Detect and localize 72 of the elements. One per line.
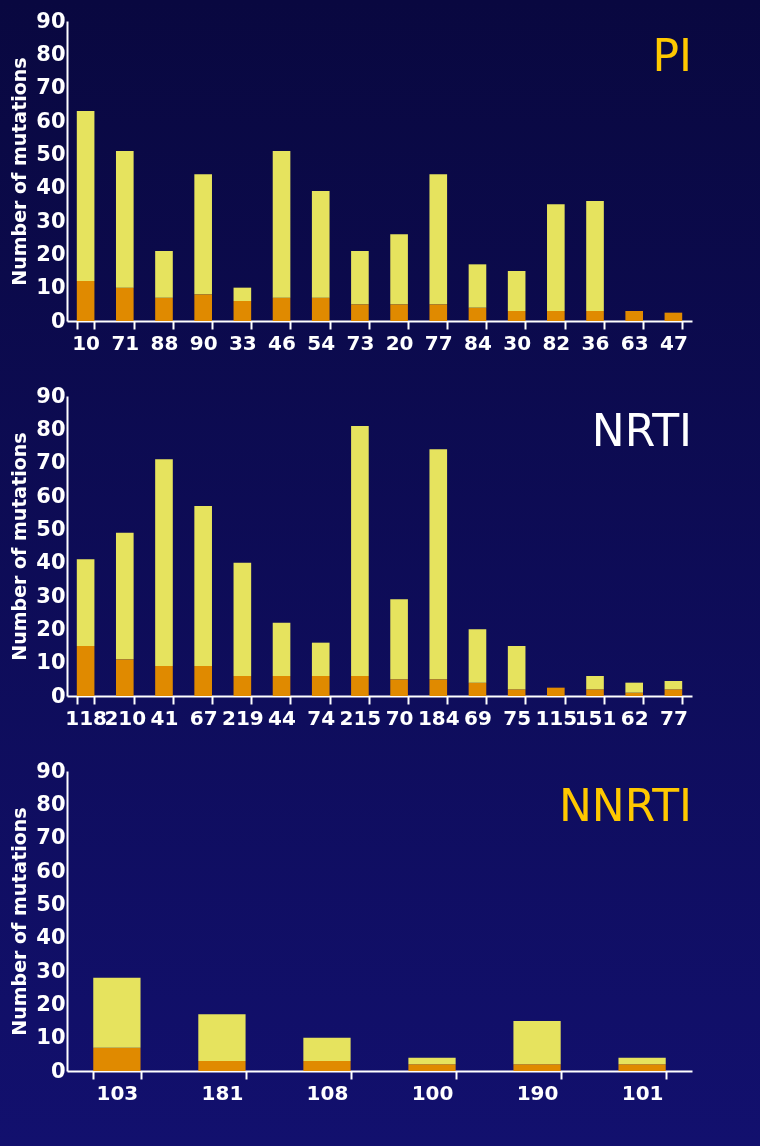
x-tick-label: 88 (150, 330, 179, 355)
y-tick-label: 10 (36, 1025, 66, 1050)
y-tick-label: 60 (36, 483, 66, 508)
y-tick-label: 40 (36, 550, 66, 575)
x-tick-label: 47 (659, 330, 688, 355)
x-tick-label: 44 (268, 705, 296, 730)
x-tick-label: 46 (268, 330, 296, 355)
y-tick-label: 30 (36, 958, 66, 983)
y-tick-label: 90 (36, 8, 66, 33)
x-tick-label: 73 (346, 330, 375, 355)
y-tick-label: 50 (36, 516, 66, 541)
y-tick-label: 20 (36, 616, 66, 641)
x-tick-label: 115 (535, 705, 578, 730)
x-tick-label: 63 (620, 330, 649, 355)
x-tick-label: 90 (189, 330, 218, 355)
x-tick-label: 100 (411, 1080, 454, 1105)
x-tick-label: 77 (424, 330, 453, 355)
x-tick-label: 71 (111, 330, 140, 355)
x-tick-label: 36 (581, 330, 610, 355)
y-tick-label: 0 (50, 683, 66, 708)
y-axis-title: Number of mutations (8, 807, 31, 1036)
y-tick-label: 60 (36, 858, 66, 883)
x-tick-label: 215 (339, 705, 382, 730)
x-tick-label: 69 (464, 705, 492, 730)
x-tick-label: 54 (307, 330, 336, 355)
x-tick-label: 67 (189, 705, 218, 730)
x-tick-label: 101 (621, 1080, 664, 1105)
x-tick-label: 190 (516, 1080, 559, 1105)
y-tick-label: 20 (36, 241, 66, 266)
x-tick-label: 70 (385, 705, 414, 730)
x-tick-label: 20 (385, 330, 414, 355)
x-tick-label: 108 (306, 1080, 349, 1105)
y-tick-label: 0 (50, 308, 66, 333)
y-tick-label: 20 (36, 991, 66, 1016)
x-tick-label: 75 (503, 705, 532, 730)
chart-title: PI (652, 30, 692, 81)
y-tick-label: 70 (36, 75, 66, 100)
y-axis-title: Number of mutations (8, 432, 31, 661)
x-tick-label: 219 (221, 705, 264, 730)
y-tick-label: 90 (36, 758, 66, 783)
x-tick-label: 30 (503, 330, 532, 355)
y-tick-label: 90 (36, 383, 66, 408)
y-tick-label: 30 (36, 208, 66, 233)
chart-title: NNRTI (558, 780, 692, 831)
y-tick-label: 50 (36, 141, 66, 166)
x-tick-label: 74 (307, 705, 336, 730)
x-tick-label: 62 (620, 705, 649, 730)
y-tick-label: 30 (36, 583, 66, 608)
x-tick-label: 82 (542, 330, 571, 355)
chart-title: NRTI (591, 405, 692, 456)
y-tick-label: 40 (36, 175, 66, 200)
y-tick-label: 80 (36, 416, 66, 441)
y-tick-label: 0 (50, 1058, 66, 1083)
y-tick-label: 70 (36, 450, 66, 475)
x-tick-label: 181 (201, 1080, 244, 1105)
y-tick-label: 80 (36, 791, 66, 816)
y-tick-label: 70 (36, 825, 66, 850)
x-tick-label: 33 (228, 330, 257, 355)
x-tick-label: 41 (150, 705, 179, 730)
x-tick-label: 184 (417, 705, 460, 730)
y-tick-label: 50 (36, 891, 66, 916)
y-axis-title: Number of mutations (8, 57, 31, 286)
x-tick-label: 77 (659, 705, 688, 730)
y-tick-label: 60 (36, 108, 66, 133)
y-tick-label: 10 (36, 650, 66, 675)
y-tick-label: 40 (36, 925, 66, 950)
y-tick-label: 10 (36, 275, 66, 300)
x-tick-label: 103 (96, 1080, 139, 1105)
x-tick-label: 118 (65, 705, 107, 730)
x-tick-label: 84 (464, 330, 492, 355)
y-tick-label: 80 (36, 41, 66, 66)
x-tick-label: 10 (72, 330, 101, 355)
